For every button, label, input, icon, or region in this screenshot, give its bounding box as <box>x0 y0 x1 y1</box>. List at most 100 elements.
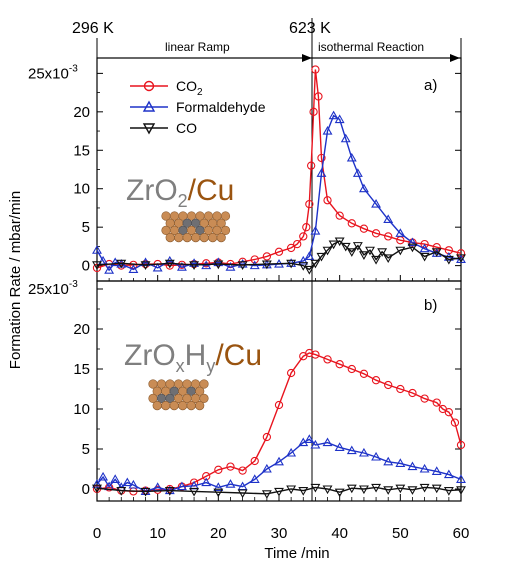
series-b-2-point-1 <box>116 487 127 496</box>
legend: CO2 Formaldehyde CO <box>130 78 266 136</box>
series-a-2-point-21 <box>371 255 382 265</box>
series-b-1-point-34 <box>456 474 466 483</box>
series-b-2-point-14 <box>346 484 357 494</box>
series-a-2-point-4 <box>189 261 200 270</box>
series-a-1-point-26 <box>340 133 351 143</box>
series-a-2-point-17 <box>346 248 357 257</box>
series-a-1-point-7 <box>152 262 163 272</box>
panel-a-catalyst-label: ZrO2/Cu <box>126 174 234 211</box>
particles-b-bead-2-6 <box>199 393 209 404</box>
series-a-0-point-28 <box>347 219 356 228</box>
series-a-0-point-15 <box>274 247 284 256</box>
catalyst-b-sub1: x <box>176 356 185 376</box>
series-b-0-point-1 <box>104 483 114 492</box>
series-a-1-point-27 <box>346 152 357 162</box>
series-b-0-point-11 <box>226 462 235 471</box>
series-a-0-point-34 <box>420 239 429 249</box>
series-b-2-point-21 <box>431 484 442 494</box>
x-tick-label-60: 60 <box>453 525 470 542</box>
series-b-1-point-10 <box>176 481 187 491</box>
y-tick-label-a-10: 10 <box>73 181 90 198</box>
series-b-0-point-14 <box>262 432 272 442</box>
series-b-1-point-21 <box>304 434 315 443</box>
series-b-1-point-23 <box>322 437 333 447</box>
series-b-0-point-24 <box>371 376 381 385</box>
series-b-2-point-23 <box>456 486 466 495</box>
series-a-1-point-5 <box>128 264 139 274</box>
series-b-2-point-10 <box>298 487 309 496</box>
series-a-1-point-20 <box>304 251 315 260</box>
series-b-0-point-21 <box>335 360 344 369</box>
series-b-2-point-16 <box>371 483 382 493</box>
series-a-0-point-30 <box>371 229 381 238</box>
series-b-1-point-26 <box>358 447 369 457</box>
series-a-2-point-26 <box>419 252 430 262</box>
series-a-0-point-23 <box>311 65 320 74</box>
series-b-1-point-22 <box>310 439 321 449</box>
catalyst-a-base: ZrO <box>126 174 178 207</box>
particles-a-bead-3-1 <box>174 233 184 243</box>
series-b-0-point-26 <box>396 384 405 394</box>
series-a-0-point-6 <box>165 261 174 270</box>
series-a-0-point-24 <box>314 92 323 101</box>
catalyst-a-metal: Cu <box>196 174 234 207</box>
temp-end-label: 623 K <box>289 20 331 37</box>
series-b-1-point-14 <box>225 479 236 488</box>
particles-b-bead-3-4 <box>186 401 196 411</box>
series-b-2-point-2 <box>140 487 151 497</box>
series-a-2-point-7 <box>261 260 272 270</box>
series-a-1-point-24 <box>328 110 339 120</box>
series-a-1-point-12 <box>213 257 224 267</box>
series-a-2-point-28 <box>443 255 454 265</box>
series-b-1-point-31 <box>419 463 430 473</box>
particles-a-bead-3-3 <box>191 233 201 243</box>
series-a-2-point-8 <box>286 259 297 269</box>
series-a-1-point-0 <box>92 245 102 254</box>
legend-formaldehyde-marker <box>142 100 156 112</box>
series-a-1-point-13 <box>225 262 236 271</box>
particles-b-bead-3-0 <box>152 401 162 411</box>
series-b-1-point-1 <box>98 471 109 481</box>
y-tick-label-a-20: 20 <box>73 104 90 121</box>
series-a-2-point-0 <box>92 261 102 270</box>
series-b-2-point-13 <box>334 488 345 498</box>
legend-formaldehyde-label: Formaldehyde <box>176 99 266 115</box>
series-b-1-point-28 <box>383 456 394 466</box>
y-tick-label-b-20: 20 <box>73 321 90 338</box>
series-b-2-point-3 <box>164 487 175 496</box>
series-b-1-point-27 <box>371 451 382 461</box>
series-b-2-point-4 <box>189 487 200 497</box>
panel-a-catalyst-illustration <box>161 211 231 243</box>
series-b-0-point-16 <box>286 368 296 378</box>
series-a-0-point-26 <box>323 196 332 205</box>
y-exponent-b: -3 <box>69 279 78 290</box>
series-b-2-point-12 <box>322 485 333 495</box>
series-b-2-point-6 <box>237 489 248 499</box>
series-a-0-point-29 <box>359 224 369 233</box>
x-tick-label-40: 40 <box>331 525 348 542</box>
series-b-1-point-32 <box>431 466 442 475</box>
series-a-2-point-29 <box>456 254 466 264</box>
y-tick-label-a-5: 5 <box>82 219 90 236</box>
series-a-1-point-19 <box>298 255 309 265</box>
x-tick-label-30: 30 <box>271 525 288 542</box>
phase-isothermal-label: isothermal Reaction <box>318 40 424 54</box>
legend-co2-name: CO <box>176 78 197 94</box>
series-b-0-point-27 <box>408 388 417 398</box>
series-b-2-point-8 <box>274 487 284 497</box>
series-a-2-point-25 <box>407 243 418 253</box>
catalyst-b-sub2: y <box>206 356 215 376</box>
series-a-0-point-35 <box>432 243 441 252</box>
series-a-0-point-20 <box>305 199 314 209</box>
series-a-2-point-13 <box>322 246 333 256</box>
series-b-0-point-12 <box>238 466 247 475</box>
series-b-0-point-10 <box>214 465 223 474</box>
series-a-0-line <box>96 69 462 269</box>
series-a-2-point-12 <box>316 252 327 262</box>
catalyst-a-sub: 2 <box>178 191 188 211</box>
series-b-0-point-31 <box>444 408 454 417</box>
series-a-1-point-33 <box>407 237 418 247</box>
series-layer <box>92 65 466 499</box>
series-b-0-point-33 <box>456 440 466 450</box>
legend-co2-marker <box>143 80 155 92</box>
